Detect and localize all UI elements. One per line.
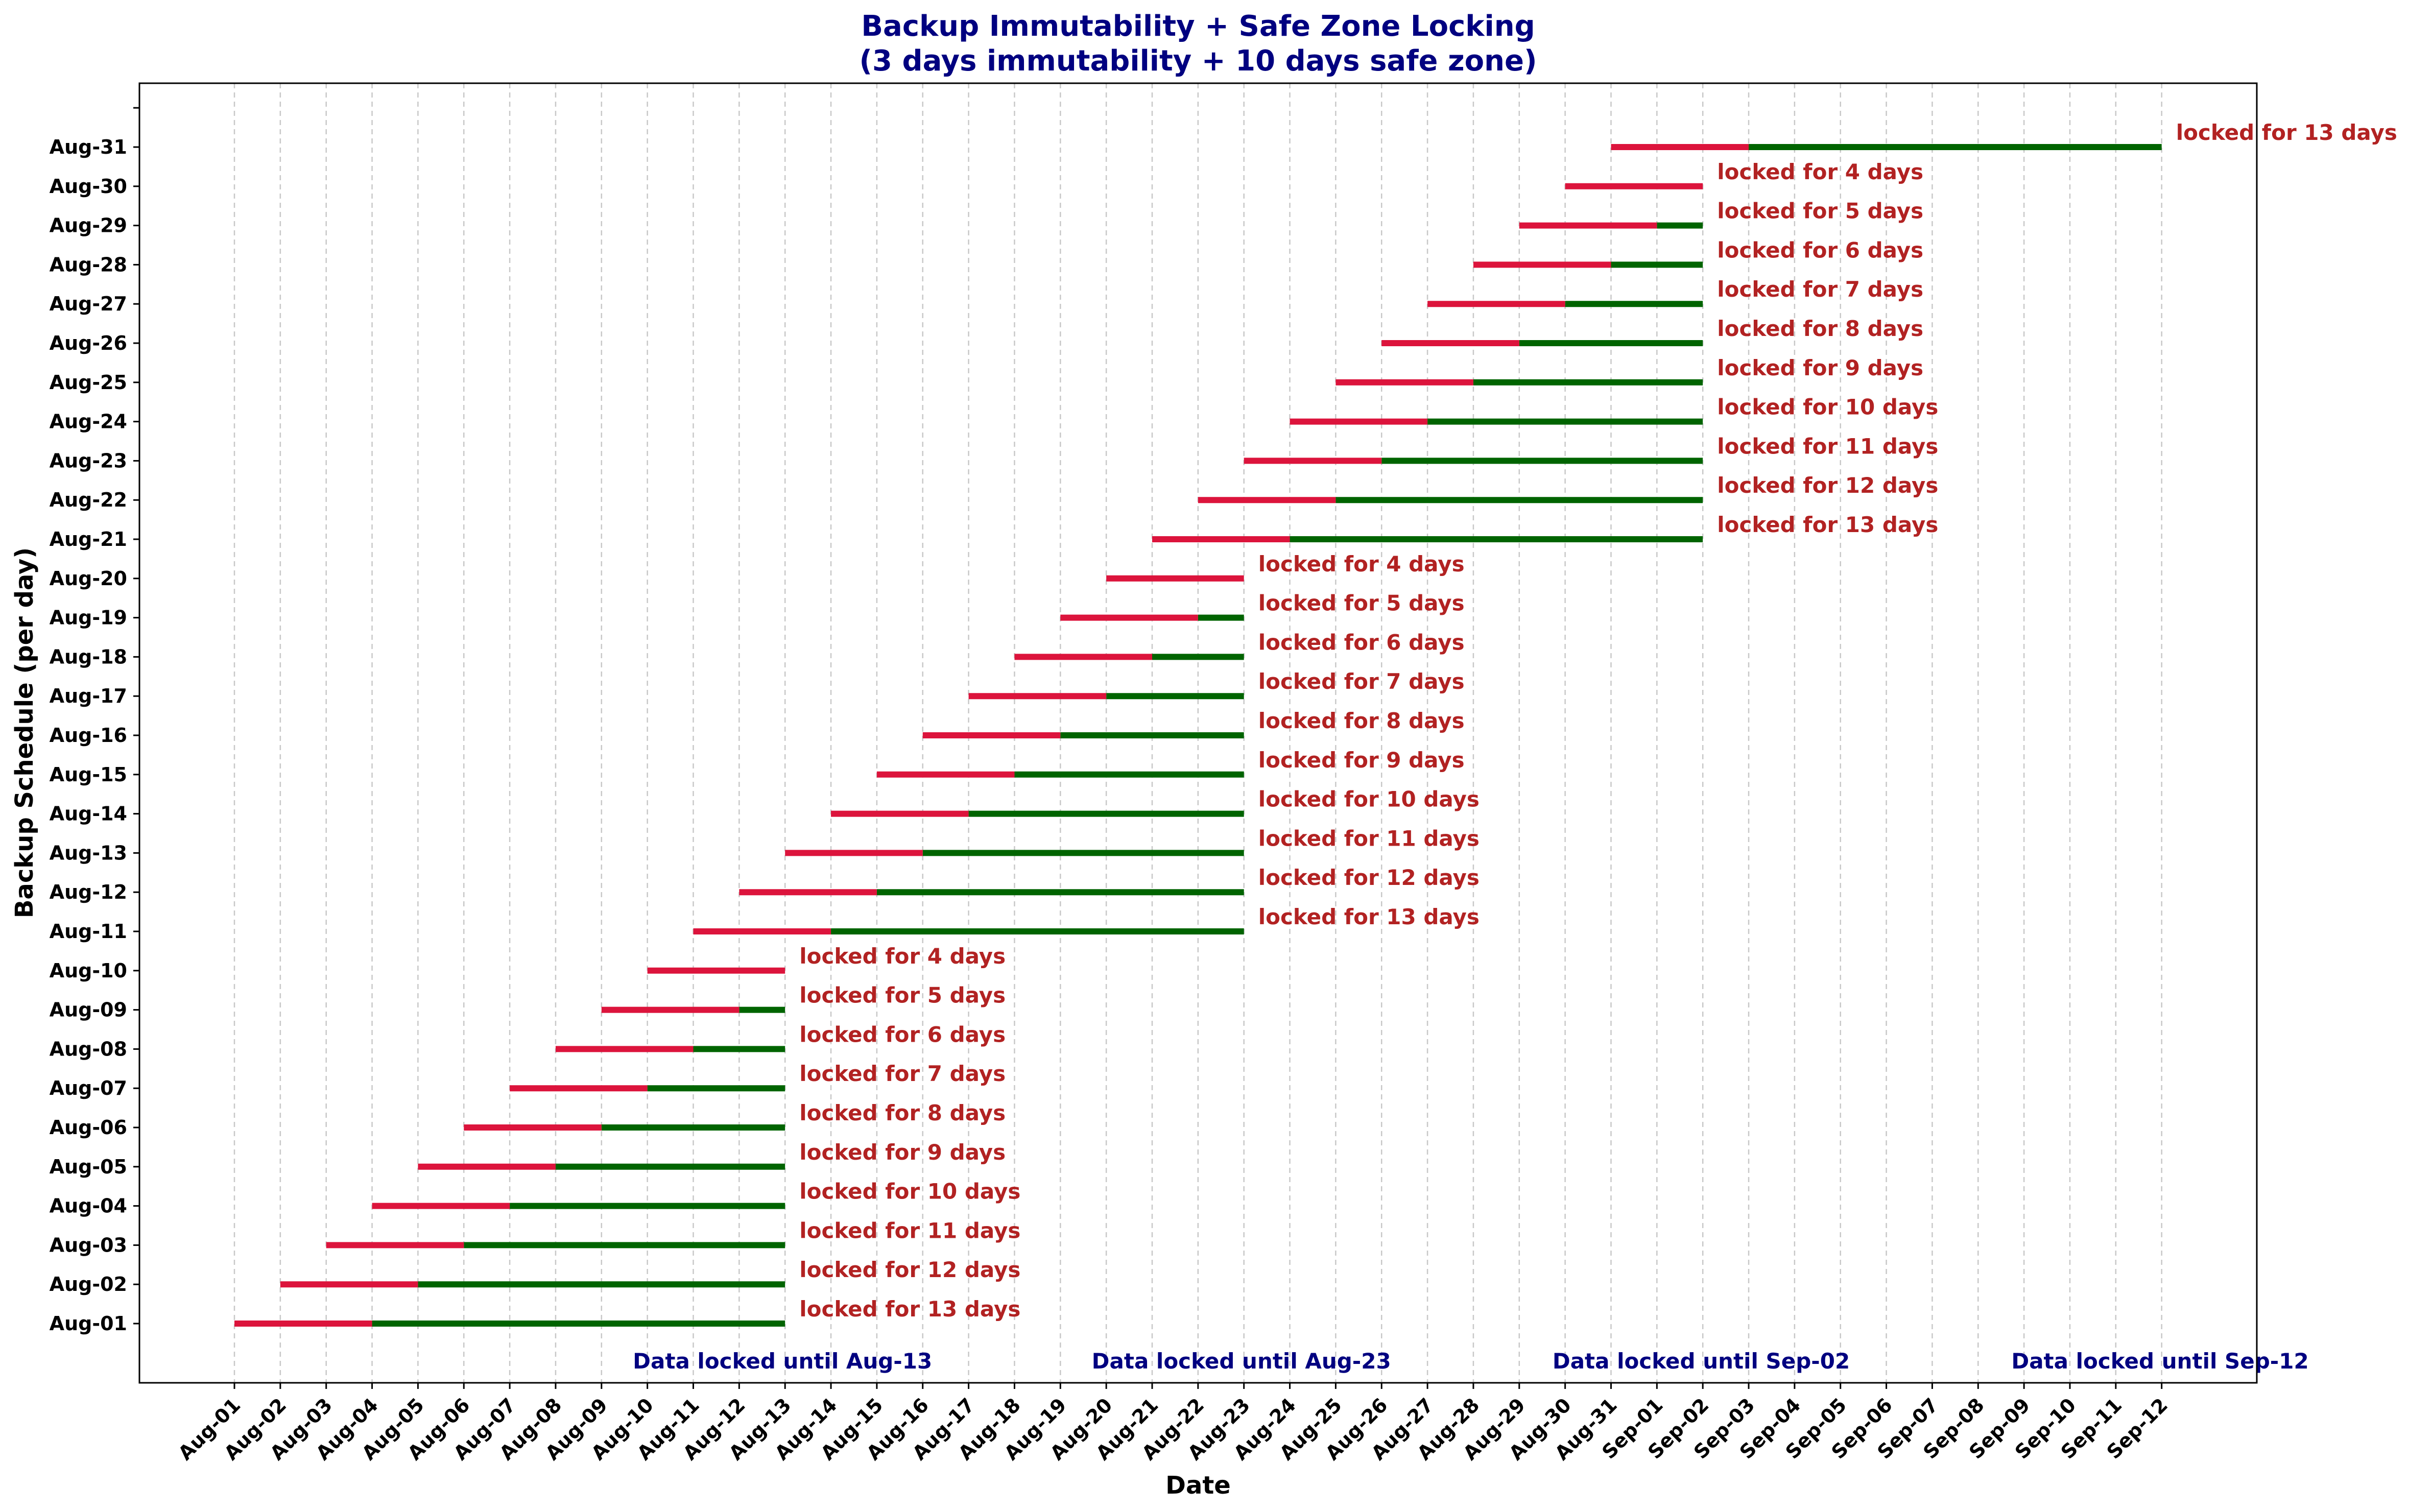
backup-bars — [234, 144, 2162, 1327]
lock-duration-label: locked for 7 days — [1717, 277, 1923, 302]
lock-duration-label: locked for 9 days — [799, 1140, 1006, 1165]
lock-duration-label: locked for 12 days — [1717, 473, 1938, 498]
lock-duration-label: locked for 4 days — [799, 944, 1006, 969]
lock-duration-label: locked for 7 days — [1258, 669, 1465, 694]
lock-duration-label: locked for 10 days — [1717, 395, 1938, 420]
y-tick-label: Aug-29 — [50, 214, 127, 237]
y-tick-label: Aug-19 — [50, 607, 127, 629]
y-tick-label: Aug-22 — [50, 489, 127, 511]
lock-duration-label: locked for 11 days — [1717, 434, 1938, 459]
lock-duration-label: locked for 9 days — [1258, 748, 1465, 773]
y-tick-label: Aug-16 — [50, 724, 127, 747]
lock-duration-label: locked for 13 days — [1258, 904, 1480, 929]
y-tick-label: Aug-30 — [50, 175, 127, 198]
lock-duration-label: locked for 5 days — [799, 983, 1006, 1008]
lock-duration-label: locked for 13 days — [2176, 120, 2397, 145]
group-annotation: Data locked until Sep-02 — [1553, 1349, 1850, 1374]
lock-duration-label: locked for 8 days — [1258, 708, 1465, 733]
lock-duration-label: locked for 11 days — [1258, 826, 1480, 851]
lock-duration-label: locked for 13 days — [799, 1297, 1020, 1322]
y-tick-label: Aug-24 — [50, 411, 127, 433]
y-tick-label: Aug-18 — [50, 645, 127, 668]
y-tick-label: Aug-14 — [50, 803, 127, 825]
lock-duration-label: locked for 12 days — [1258, 865, 1480, 890]
lock-duration-label: locked for 11 days — [799, 1218, 1020, 1243]
y-tick-label: Aug-01 — [50, 1312, 127, 1335]
y-tick-label: Aug-26 — [50, 332, 127, 354]
lock-duration-label: locked for 6 days — [1717, 237, 1923, 262]
y-tick-label: Aug-07 — [50, 1077, 127, 1099]
lock-duration-label: locked for 8 days — [799, 1100, 1006, 1125]
y-axis-title: Backup Schedule (per day) — [10, 547, 39, 918]
chart-subtitle: (3 days immutability + 10 days safe zone… — [859, 44, 1537, 78]
lock-duration-label: locked for 7 days — [799, 1061, 1006, 1086]
y-tick-label: Aug-03 — [50, 1234, 127, 1256]
group-annotations: Data locked until Aug-13 Data locked unti… — [633, 1349, 2309, 1374]
lock-duration-label: locked for 4 days — [1717, 159, 1923, 184]
lock-duration-label: locked for 6 days — [1258, 630, 1465, 655]
x-axis-title: Date — [1165, 1471, 1231, 1500]
y-tick-label: Aug-02 — [50, 1273, 127, 1295]
y-tick-label: Aug-05 — [50, 1156, 127, 1178]
lock-duration-label: locked for 8 days — [1717, 316, 1923, 341]
y-tick-label: Aug-21 — [50, 528, 127, 550]
y-tick-label: Aug-31 — [50, 136, 127, 158]
lock-duration-label: locked for 6 days — [799, 1022, 1006, 1047]
y-tick-label: Aug-11 — [50, 920, 127, 943]
lock-duration-label: locked for 12 days — [799, 1257, 1020, 1282]
lock-duration-label: locked for 9 days — [1717, 355, 1923, 380]
y-axis-ticks: Aug-01 Aug-02 Aug-03 Aug-04 Aug-05 Aug-06 Aug-… — [50, 107, 139, 1335]
y-tick-label: Aug-17 — [50, 685, 127, 707]
y-tick-label: Aug-25 — [50, 371, 127, 394]
y-tick-label: Aug-10 — [50, 959, 127, 982]
y-tick-label: Aug-20 — [50, 567, 127, 590]
y-tick-label: Aug-13 — [50, 842, 127, 864]
y-tick-label: Aug-27 — [50, 293, 127, 315]
lock-duration-label: locked for 4 days — [1258, 551, 1465, 577]
lock-duration-label: locked for 5 days — [1717, 199, 1923, 224]
y-tick-label: Aug-04 — [50, 1195, 127, 1217]
y-tick-label: Aug-15 — [50, 763, 127, 786]
chart-title: Backup Immutability + Safe Zone Locking — [861, 10, 1535, 43]
y-tick-label: Aug-09 — [50, 999, 127, 1021]
lock-duration-label: locked for 10 days — [799, 1179, 1020, 1204]
group-annotation: Data locked until Sep-12 — [2011, 1349, 2308, 1374]
y-tick-label: Aug-23 — [50, 449, 127, 472]
group-annotation: Data locked until Aug-13 — [633, 1349, 932, 1374]
lock-duration-label: locked for 10 days — [1258, 787, 1480, 812]
lock-duration-label: locked for 13 days — [1717, 512, 1938, 537]
lock-duration-label: locked for 5 days — [1258, 591, 1465, 616]
y-tick-label: Aug-06 — [50, 1116, 127, 1139]
y-tick-label: Aug-12 — [50, 881, 127, 903]
lock-duration-labels: locked for 13 days locked for 12 days lock… — [799, 120, 2397, 1322]
y-tick-label: Aug-28 — [50, 253, 127, 276]
group-annotation: Data locked until Aug-23 — [1092, 1349, 1391, 1374]
y-tick-label: Aug-08 — [50, 1038, 127, 1060]
